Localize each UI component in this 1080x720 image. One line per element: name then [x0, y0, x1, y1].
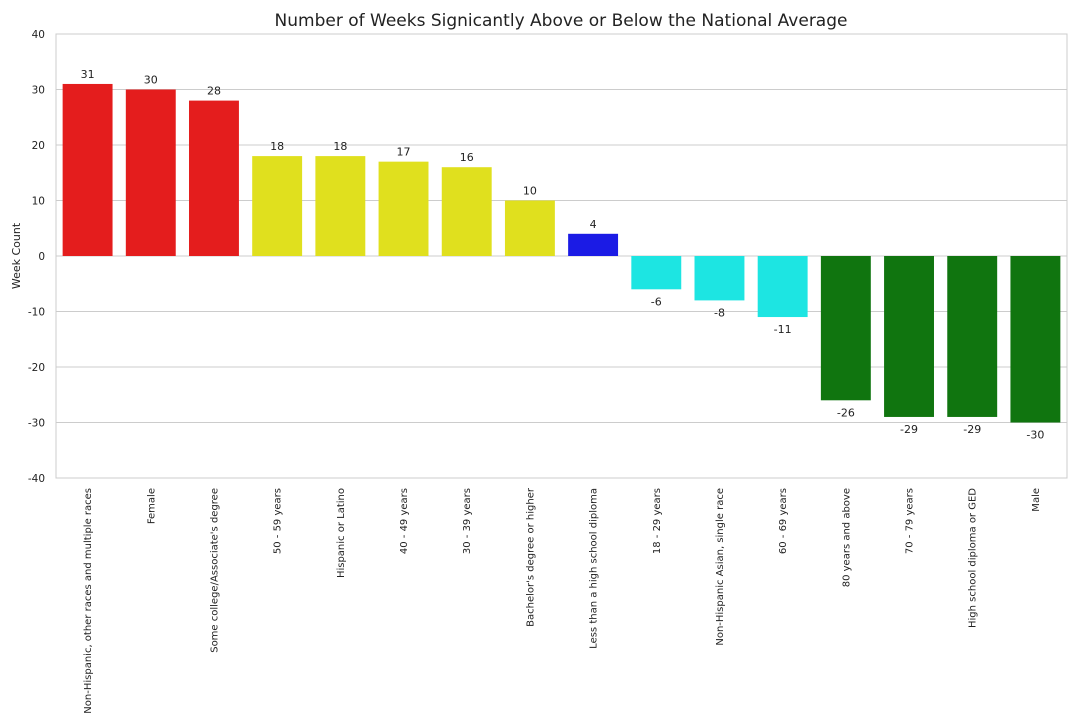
x-tick-label: 60 - 69 years — [778, 488, 789, 554]
data-label: 4 — [590, 218, 597, 231]
data-label: -29 — [900, 423, 918, 436]
data-label: -11 — [774, 323, 792, 336]
x-tick-label: Some college/Associate's degree — [209, 488, 220, 653]
data-label: 30 — [144, 74, 158, 87]
x-tick-labels: Non-Hispanic, other races and multiple r… — [83, 487, 1042, 714]
y-axis-label: Week Count — [10, 222, 23, 289]
x-tick-label: 30 - 39 years — [462, 488, 473, 554]
y-tick-label: 40 — [32, 29, 45, 41]
data-label: 28 — [207, 85, 221, 98]
data-label: -26 — [837, 406, 855, 419]
data-label: 31 — [81, 68, 95, 81]
y-tick-label: 20 — [32, 140, 45, 152]
data-label: 17 — [397, 146, 411, 159]
x-tick-label: 50 - 59 years — [273, 488, 284, 554]
bar — [694, 256, 745, 301]
data-label: -8 — [714, 306, 725, 319]
bar — [947, 256, 998, 417]
data-label: -30 — [1026, 429, 1044, 442]
y-tick-labels: 40 30 20 10 0 -10 -20 -30 -40 — [28, 29, 45, 485]
data-label: 10 — [523, 185, 537, 198]
x-tick-label: 18 - 29 years — [652, 488, 663, 554]
data-labels: 31 30 28 18 18 17 16 10 4 -6 -8 -11 -26 -29 -29 -30 — [81, 68, 1045, 442]
bar — [62, 83, 113, 256]
plot-frame — [55, 33, 1068, 479]
data-label: -29 — [963, 423, 981, 436]
chart-title: Number of Weeks Signicantly Above or Bel… — [275, 11, 848, 31]
data-label: -6 — [651, 295, 662, 308]
y-tick-label: 10 — [32, 196, 45, 208]
y-tick-label: -40 — [28, 473, 45, 485]
bar — [504, 200, 555, 256]
y-tick-label: 0 — [38, 251, 45, 263]
x-tick-label: Less than a high school diploma — [589, 488, 600, 649]
bar — [1010, 256, 1061, 423]
bar — [884, 256, 934, 417]
bar — [757, 256, 808, 318]
x-tick-label: 40 - 49 years — [399, 488, 410, 554]
data-label: 18 — [270, 140, 284, 153]
x-tick-label: Bachelor's degree or higher — [525, 487, 536, 627]
y-tick-label: -20 — [28, 362, 45, 374]
y-tick-label: -10 — [28, 307, 45, 319]
x-tick-label: Male — [1031, 488, 1042, 512]
y-tick-label: 30 — [32, 85, 45, 97]
bar — [252, 156, 303, 256]
data-label: 18 — [333, 140, 347, 153]
data-label: 16 — [460, 151, 474, 164]
x-tick-label: Hispanic or Latino — [336, 488, 347, 578]
bars — [62, 83, 1061, 423]
x-tick-label: High school diploma or GED — [968, 488, 979, 628]
x-tick-label: 70 - 79 years — [905, 488, 916, 554]
x-tick-label: Female — [146, 488, 157, 524]
bar — [820, 256, 871, 401]
bar — [441, 167, 492, 256]
y-tick-label: -30 — [28, 418, 45, 430]
x-tick-label: Non-Hispanic Asian, single race — [715, 488, 726, 646]
bar — [568, 233, 619, 256]
bar — [378, 161, 429, 256]
bar — [315, 156, 366, 256]
bar — [125, 89, 176, 256]
x-tick-label: 80 years and above — [841, 488, 852, 587]
bar — [189, 100, 239, 256]
x-tick-label: Non-Hispanic, other races and multiple r… — [83, 488, 94, 714]
bar — [631, 256, 682, 290]
